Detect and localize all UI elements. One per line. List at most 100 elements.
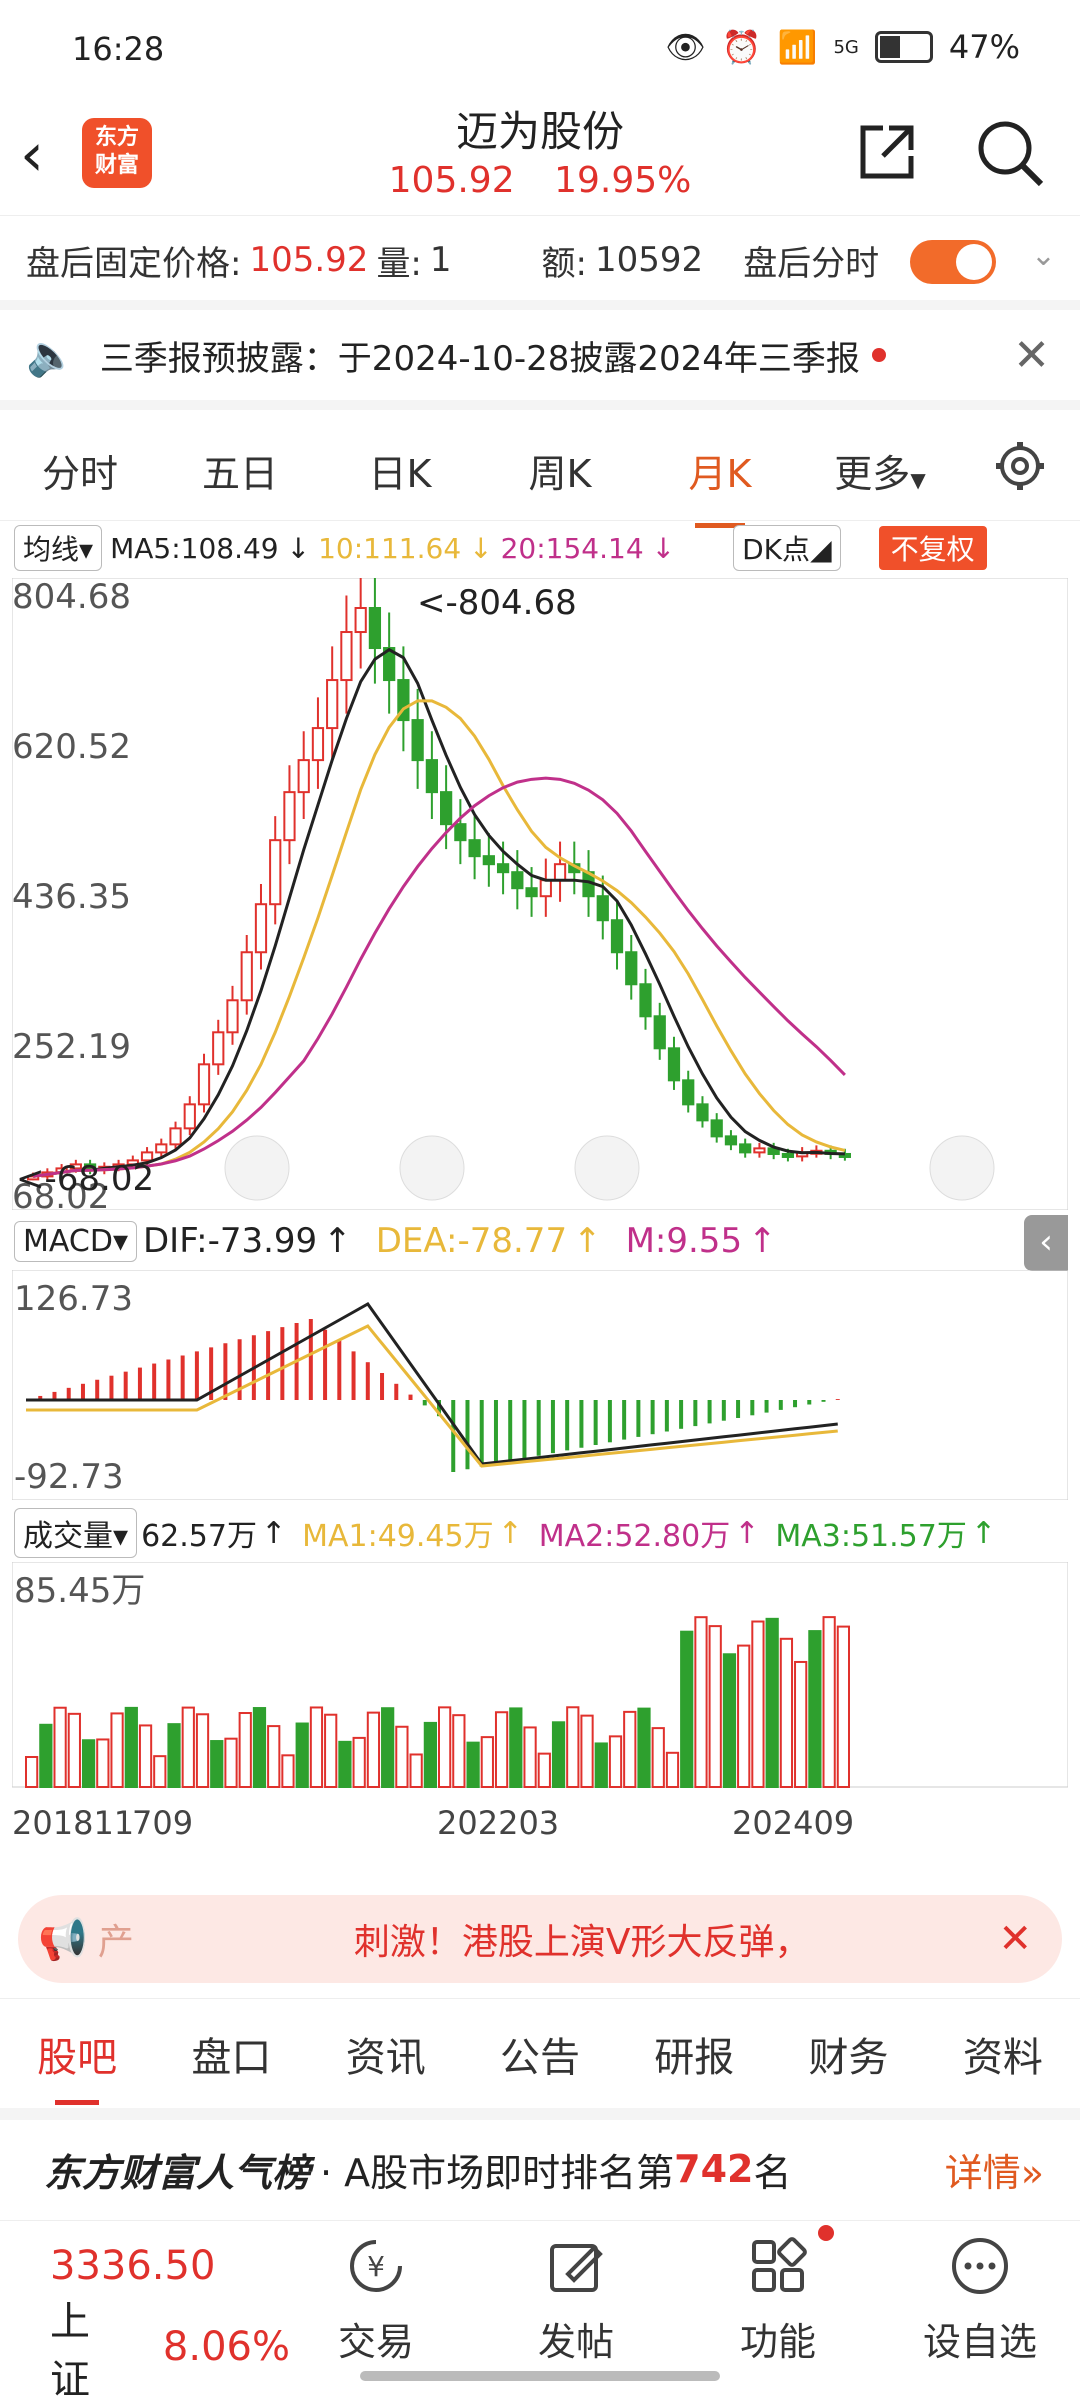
bottom-nav: 3336.50 上证 8.06% ¥ 交易 发帖 功能 设自选	[0, 2220, 1080, 2403]
volume-bar	[779, 1637, 794, 1789]
tab-daily[interactable]: 日K	[368, 451, 432, 496]
tab-intraday[interactable]: 分时	[41, 451, 118, 496]
candle-body	[539, 879, 552, 898]
chevron-down-icon[interactable]: ⌄	[1030, 238, 1056, 273]
volume-bar	[452, 1714, 466, 1788]
volume-bar	[751, 1620, 765, 1789]
ma2-arrow: ↑	[734, 1515, 760, 1551]
status-icons: 👁 ⏰ 📶 5G 47%	[665, 28, 1020, 66]
candle-body	[169, 1127, 182, 1146]
vol-label: 量:	[376, 243, 422, 284]
volume-selector[interactable]: 成交量▾	[14, 1508, 138, 1558]
megaphone-icon: 📢	[38, 1916, 88, 1963]
dk-point-selector[interactable]: DK点◢	[733, 525, 841, 571]
macd-chart[interactable]: 126.73 -92.73	[12, 1270, 1068, 1500]
volume-bar	[238, 1712, 252, 1788]
nav-function[interactable]: 功能	[708, 2221, 848, 2366]
logo-text-2: 财富	[94, 153, 139, 178]
candle-body	[368, 607, 382, 650]
tab-finance[interactable]: 财务	[808, 2035, 889, 2081]
tab-pankou[interactable]: 盘口	[191, 2035, 272, 2081]
nav-post[interactable]: 发帖	[506, 2221, 646, 2366]
macd-m: M:9.55	[625, 1221, 743, 1261]
volume-row: 成交量▾ 62.57万 ↑ MA1:49.45万 ↑ MA2:52.80万 ↑ MA3…	[14, 1508, 1074, 1558]
collapse-panel-button[interactable]: ‹	[1024, 1215, 1068, 1271]
back-icon[interactable]: ‹	[20, 120, 44, 190]
tab-5day[interactable]: 五日	[201, 451, 278, 496]
index-quote[interactable]: 3336.50 上证 8.06%	[50, 2243, 290, 2405]
rank-suffix: 名	[753, 2150, 792, 2195]
news-banner[interactable]: 📢 产 刺激！港股上演V形大反弹， ✕	[18, 1895, 1062, 1983]
candle-body	[610, 919, 624, 954]
candle-body	[212, 1031, 225, 1066]
macd-selector[interactable]: MACD▾	[14, 1220, 137, 1262]
nav-add-favorite[interactable]: 设自选	[910, 2221, 1050, 2366]
tab-weekly[interactable]: 周K	[528, 451, 592, 496]
banner-close-icon[interactable]: ✕	[998, 1916, 1032, 1962]
notice-text: 三季报预披露：于2024-10-28披露2024年三季报	[99, 338, 860, 379]
after-hours-toggle[interactable]	[910, 240, 996, 284]
tab-more[interactable]: 更多▼	[800, 443, 960, 498]
volume-bar	[651, 1727, 665, 1788]
candle-body	[781, 1152, 795, 1158]
kline-ytick: 252.19	[12, 1027, 131, 1067]
wifi-icon: 📶	[777, 28, 818, 66]
volume-bar	[281, 1754, 295, 1788]
ma10-arrow: ↓	[469, 531, 493, 565]
adjust-button[interactable]: 不复权	[878, 526, 987, 570]
macd-ybottom: -92.73	[14, 1457, 124, 1497]
tab-announcement[interactable]: 公告	[499, 2035, 580, 2081]
tab-guba-label: 股吧	[37, 2035, 118, 2081]
close-icon[interactable]: ✕	[1013, 329, 1050, 381]
volume-ma1: MA1:49.45万	[302, 1519, 494, 1554]
candle-body	[682, 1079, 695, 1106]
popularity-rank[interactable]: 东方财富人气榜 · A股市场即时排名第 742 名 详情»	[0, 2108, 1080, 2218]
tab-research[interactable]: 研报	[654, 2035, 735, 2081]
volume-ma2: MA2:52.80万	[538, 1519, 731, 1554]
volume-bar	[295, 1722, 309, 1789]
nav-trade[interactable]: ¥ 交易	[306, 2221, 446, 2366]
volume-xtick: 202203	[437, 1804, 559, 1842]
caret-down-icon: ▼	[910, 467, 926, 492]
kline-chart[interactable]: 804.68 620.52 436.35 252.19 68.02 <-804.68 <-6…	[12, 578, 1068, 1210]
volume-bar	[224, 1737, 238, 1788]
tab-monthly[interactable]: 月K	[640, 443, 800, 528]
volume-bar	[480, 1736, 494, 1789]
tab-guba[interactable]: 股吧	[37, 2025, 118, 2105]
rank-number: 742	[674, 2147, 754, 2191]
ma-selector[interactable]: 均线▾	[14, 525, 103, 571]
volume-bar	[138, 1724, 153, 1788]
search-icon[interactable]	[975, 118, 1047, 190]
volume-bar	[836, 1625, 850, 1788]
volume-bar	[438, 1706, 452, 1788]
candle-body	[639, 983, 652, 1018]
share-icon[interactable]	[855, 120, 919, 184]
candle-body	[696, 1103, 709, 1122]
app-logo: 东方 财富	[82, 118, 152, 188]
volume-bar	[381, 1707, 395, 1789]
settings-gear-icon[interactable]	[960, 440, 1080, 501]
volume-label: 成交量	[23, 1519, 113, 1554]
tab-news[interactable]: 资讯	[345, 2035, 426, 2081]
tab-profile[interactable]: 资料	[962, 2035, 1043, 2081]
nav-trade-label: 交易	[337, 2320, 414, 2364]
candle-body	[397, 679, 410, 722]
ma20-arrow: ↓	[651, 531, 676, 565]
candle-body	[297, 759, 310, 794]
notice-dot	[871, 348, 886, 362]
rank-text: · A股市场即时排名第	[320, 2150, 675, 2195]
ma-selector-label: 均线	[23, 533, 80, 566]
volume-bar	[124, 1706, 138, 1788]
volume-bar	[366, 1711, 381, 1788]
volume-bar	[794, 1660, 808, 1788]
volume-bar	[509, 1707, 523, 1788]
notice-bar[interactable]: 🔈 三季报预披露：于2024-10-28披露2024年三季报 ✕	[0, 300, 1080, 410]
eye-icon: 👁	[665, 28, 706, 66]
stock-name: 迈为股份	[455, 107, 624, 156]
ma5-line	[32, 647, 845, 1178]
volume-bar	[53, 1706, 67, 1788]
rank-detail-link[interactable]: 详情»	[944, 2150, 1044, 2195]
candle-body	[667, 1047, 681, 1082]
candle-body	[155, 1143, 168, 1154]
